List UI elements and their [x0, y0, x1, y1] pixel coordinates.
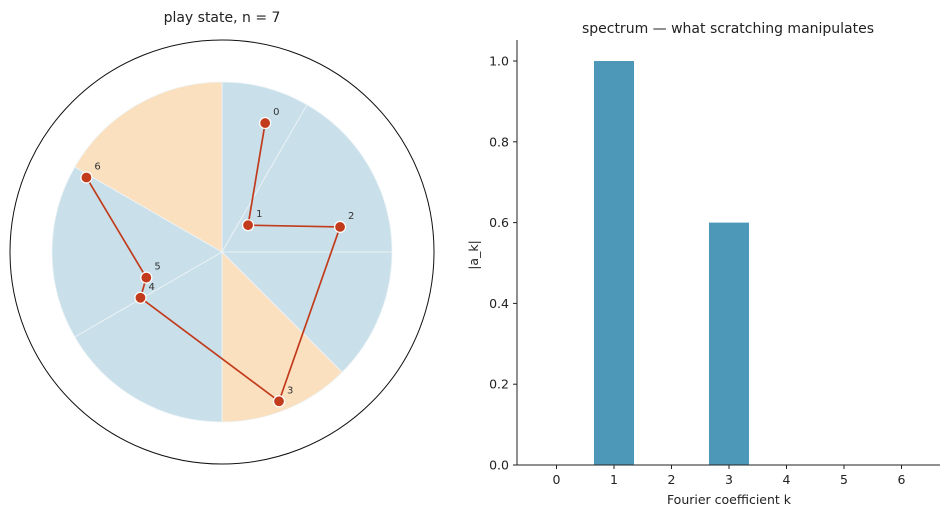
y-axis-label: |a_k|	[466, 240, 481, 270]
y-tick-label: 0.0	[489, 458, 509, 473]
state-point-label: 0	[273, 107, 279, 118]
polar-outline	[9, 39, 435, 465]
x-tick-label: 1	[610, 472, 618, 487]
state-point	[272, 395, 286, 408]
polar-sector	[51, 166, 223, 338]
x-tick-label: 5	[840, 472, 848, 487]
bar-panel: spectrum — what scratching manipulates 0…	[466, 21, 940, 507]
state-point	[134, 291, 147, 304]
x-tick-label: 6	[898, 472, 906, 487]
x-axis-label: Fourier coefficient k	[667, 492, 792, 507]
y-tick-group: 0.0 0.2 0.4 0.6 0.8 1.0	[489, 54, 517, 473]
bar-group	[594, 61, 749, 465]
bar	[709, 222, 749, 465]
polar-sector	[74, 81, 223, 253]
state-point	[259, 116, 272, 130]
polar-title: play state, n = 7	[164, 10, 281, 26]
y-tick-label: 0.8	[489, 134, 509, 149]
y-tick-label: 0.6	[489, 215, 509, 230]
y-tick-label: 0.2	[489, 377, 509, 392]
state-point	[333, 220, 347, 234]
x-tick-label: 3	[725, 472, 733, 487]
state-point	[80, 171, 93, 184]
state-point-label: 2	[348, 211, 354, 222]
polar-sector	[221, 104, 393, 253]
state-point-label: 3	[287, 385, 293, 396]
x-tick-group: 0 1 2 3 4 5 6	[553, 465, 906, 487]
state-point-label: 5	[154, 262, 160, 273]
point-group: 0 1 2 3 45 6	[80, 107, 354, 408]
state-point	[140, 271, 153, 284]
x-tick-label: 4	[783, 472, 791, 487]
x-tick-label: 2	[668, 472, 676, 487]
y-tick-label: 1.0	[489, 54, 509, 69]
state-point-label: 4	[148, 282, 154, 293]
sector-group	[51, 81, 393, 423]
state-point	[241, 219, 255, 232]
polar-sector	[221, 251, 393, 373]
bar	[594, 61, 634, 465]
polar-panel: play state, n = 7 0 1 2 3 45 6	[9, 10, 435, 465]
polar-sector	[221, 251, 343, 423]
state-point-label: 6	[94, 161, 100, 172]
bar-title: spectrum — what scratching manipulates	[582, 21, 874, 37]
x-tick-label: 0	[553, 472, 561, 487]
y-tick-label: 0.4	[489, 296, 509, 311]
polar-sector	[74, 251, 223, 423]
polar-sector	[221, 81, 308, 254]
state-point-label: 1	[256, 209, 262, 220]
